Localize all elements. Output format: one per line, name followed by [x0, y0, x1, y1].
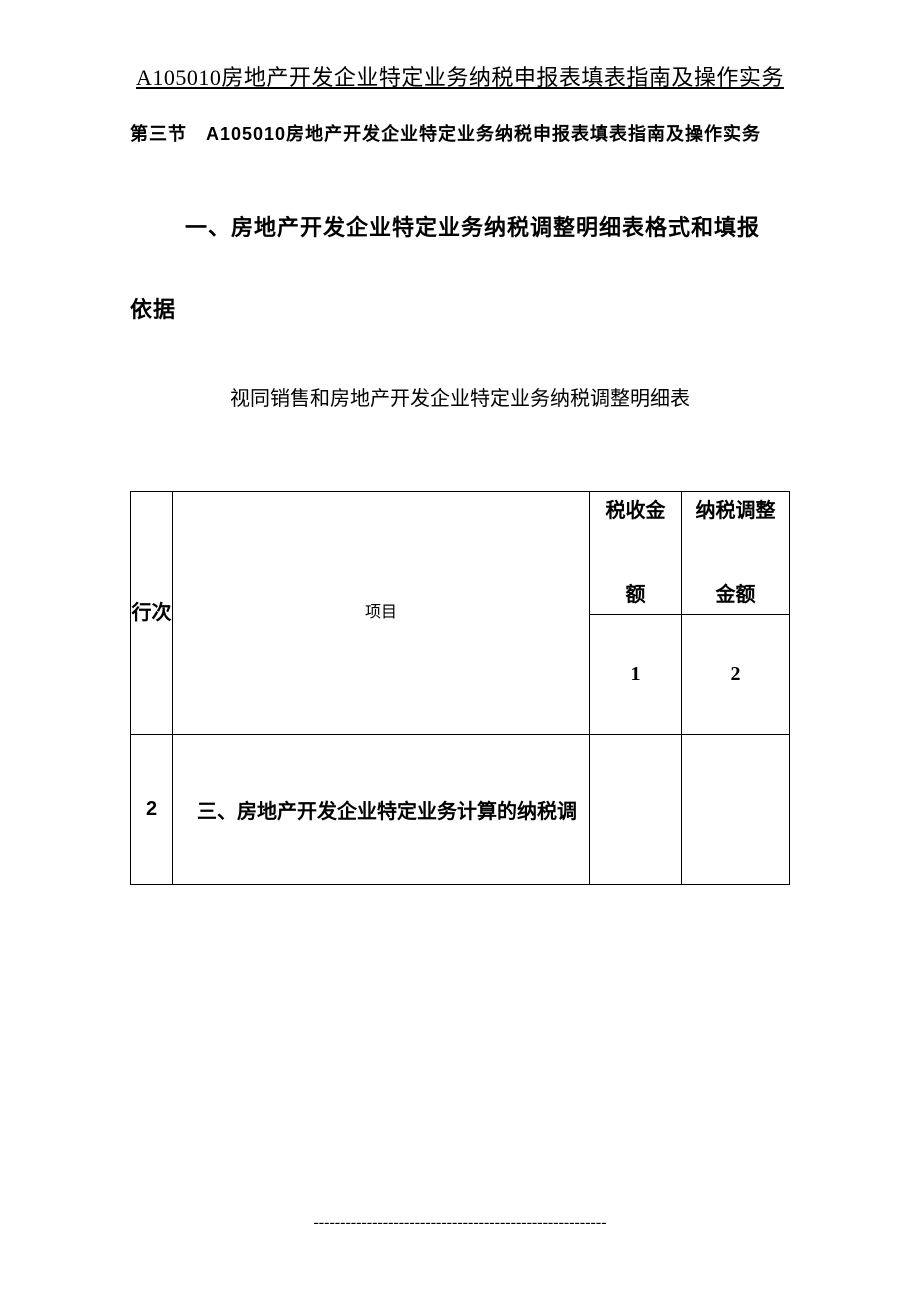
row-item-cell: 三、房地产开发企业特定业务计算的纳税调 — [173, 735, 590, 885]
header-row-index-text: 行次 — [131, 594, 172, 632]
footer-dashes: ----------------------------------------… — [0, 1214, 920, 1232]
header-item: 项目 — [173, 492, 590, 735]
row-col2-cell — [682, 735, 790, 885]
heading-one: 一、房地产开发企业特定业务纳税调整明细表格式和填报 依据 — [130, 206, 790, 332]
subheader-1: 1 — [590, 615, 682, 735]
header-col2: 纳税调整 金额 — [682, 492, 790, 615]
heading-one-line2: 依据 — [130, 288, 790, 332]
page-title: A105010房地产开发企业特定业务纳税申报表填表指南及操作实务 — [130, 60, 790, 92]
table-row: 2 三、房地产开发企业特定业务计算的纳税调 — [131, 735, 790, 885]
subheader-2: 2 — [682, 615, 790, 735]
header-col1-line1: 税收金 — [590, 492, 681, 530]
header-col2-line1: 纳税调整 — [682, 492, 789, 530]
header-row-index: 行次 — [131, 492, 173, 735]
detail-table: 行次 项目 税收金 额 纳税调整 金额 1 2 2 三、房地产开发企业特定业务计… — [130, 491, 790, 885]
header-col2-line2: 金额 — [682, 576, 789, 614]
header-col1-line2: 额 — [590, 576, 681, 614]
section-label: 第三节 A105010房地产开发企业特定业务纳税申报表填表指南及操作实务 — [130, 120, 790, 146]
heading-one-line1: 一、房地产开发企业特定业务纳税调整明细表格式和填报 — [130, 206, 790, 250]
header-col1: 税收金 额 — [590, 492, 682, 615]
row-col1-cell — [590, 735, 682, 885]
row-index-cell: 2 — [131, 735, 173, 885]
table-title: 视同销售和房地产开发企业特定业务纳税调整明细表 — [130, 382, 790, 411]
